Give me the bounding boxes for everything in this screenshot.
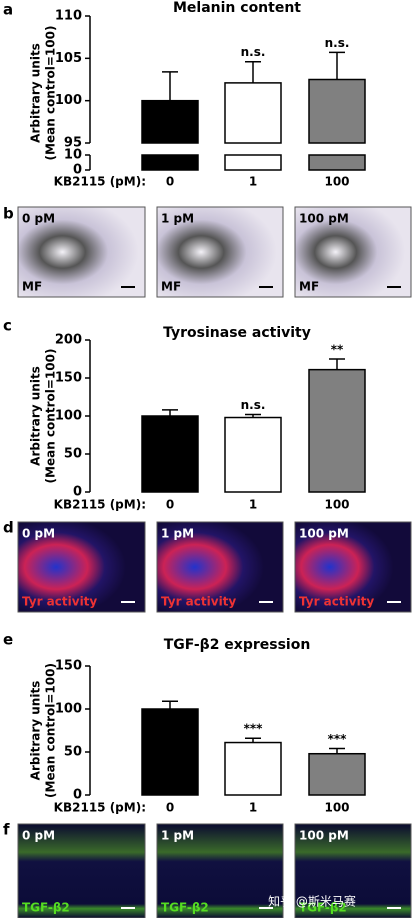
stain-label: TGF-β2 <box>299 901 347 915</box>
x-axis-label: KB2115 (pM): <box>54 175 146 189</box>
bar <box>224 154 282 171</box>
micrograph <box>156 206 284 298</box>
y-tick-label: 100 <box>55 702 82 717</box>
panel-letter: b <box>3 205 14 223</box>
micrograph <box>156 521 284 613</box>
y-tick-label: 0 <box>73 788 82 803</box>
y-axis-label: Arbitrary units <box>29 366 43 466</box>
error-bar <box>329 51 345 80</box>
watermark: 知乎 @斯米马赛 <box>268 894 356 909</box>
x-tick-label: 100 <box>324 801 349 815</box>
micrograph <box>17 521 146 613</box>
bar <box>224 416 282 493</box>
y-tick-label: 200 <box>55 333 82 348</box>
y-axis-label: Arbitrary units <box>29 681 43 781</box>
condition-label: 0 pM <box>22 829 55 843</box>
micrograph <box>156 823 284 919</box>
bar <box>141 99 199 144</box>
bar <box>308 78 366 144</box>
chart-title: TGF-β2 expression <box>164 637 311 653</box>
micrograph <box>294 521 412 613</box>
bar <box>224 741 282 796</box>
y-axis-label: (Mean control=100) <box>44 663 58 798</box>
y-tick-label: 0 <box>73 485 82 500</box>
y-tick-label: 100 <box>55 93 82 108</box>
micrograph <box>294 823 412 919</box>
error-bar <box>162 700 178 709</box>
x-tick-label: 0 <box>166 801 174 815</box>
significance-label: ** <box>331 343 344 357</box>
chart-title: Melanin content <box>173 0 301 16</box>
stain-label: Tyr activity <box>299 595 374 609</box>
y-tick-label: 150 <box>55 659 82 674</box>
micrograph <box>17 823 146 919</box>
x-tick-label: 1 <box>249 175 257 189</box>
panel-letter: c <box>3 317 12 335</box>
condition-label: 100 pM <box>299 212 349 226</box>
condition-label: 1 pM <box>161 829 194 843</box>
stain-label: MF <box>22 280 42 294</box>
y-tick-label: 10 <box>64 148 82 163</box>
error-bar <box>162 409 178 416</box>
condition-label: 0 pM <box>22 212 55 226</box>
chart-title: Tyrosinase activity <box>163 325 311 341</box>
significance-label: n.s. <box>241 398 266 412</box>
x-axis-label: KB2115 (pM): <box>54 801 146 815</box>
stain-label: MF <box>161 280 181 294</box>
y-axis-label: (Mean control=100) <box>44 26 58 161</box>
micrograph <box>294 206 412 298</box>
stain-label: Tyr activity <box>22 595 97 609</box>
stain-label: Tyr activity <box>161 595 236 609</box>
panel-letter: a <box>3 1 13 19</box>
x-tick-label: 1 <box>249 498 257 512</box>
x-axis-label: KB2115 (pM): <box>54 498 146 512</box>
y-tick-label: 105 <box>55 51 82 66</box>
panel-letter: d <box>3 519 14 537</box>
error-bar <box>329 747 345 754</box>
significance-label: n.s. <box>241 45 266 59</box>
error-bar <box>245 413 261 418</box>
y-tick-label: 50 <box>64 447 82 462</box>
bar <box>141 154 199 171</box>
error-bar <box>245 737 261 743</box>
significance-label: *** <box>244 722 264 736</box>
significance-label: *** <box>328 732 348 746</box>
x-tick-label: 0 <box>166 498 174 512</box>
condition-label: 1 pM <box>161 527 194 541</box>
y-tick-label: 95 <box>64 136 82 151</box>
stain-label: MF <box>299 280 319 294</box>
stain-label: TGF-β2 <box>22 901 70 915</box>
x-tick-label: 100 <box>324 175 349 189</box>
y-tick-label: 150 <box>55 371 82 386</box>
panel-letter: e <box>3 631 13 649</box>
x-tick-label: 100 <box>324 498 349 512</box>
micrograph <box>17 206 146 298</box>
stain-label: TGF-β2 <box>161 901 209 915</box>
y-tick-label: 110 <box>55 9 82 24</box>
significance-label: n.s. <box>325 36 350 50</box>
bar <box>141 708 199 796</box>
bar <box>308 752 366 796</box>
y-tick-label: 0 <box>73 163 82 178</box>
y-axis-label: Arbitrary units <box>29 43 43 143</box>
condition-label: 0 pM <box>22 527 55 541</box>
y-axis-label: (Mean control=100) <box>44 349 58 484</box>
bar <box>308 154 366 171</box>
bar <box>308 368 366 493</box>
error-bar <box>162 71 178 101</box>
y-tick-label: 100 <box>55 409 82 424</box>
condition-label: 100 pM <box>299 829 349 843</box>
bar <box>224 82 282 144</box>
x-tick-label: 1 <box>249 801 257 815</box>
x-tick-label: 0 <box>166 175 174 189</box>
condition-label: 100 pM <box>299 527 349 541</box>
error-bar <box>245 60 261 83</box>
panel-letter: f <box>3 821 10 839</box>
bar <box>141 415 199 493</box>
y-tick-label: 50 <box>64 745 82 760</box>
condition-label: 1 pM <box>161 212 194 226</box>
error-bar <box>329 358 345 370</box>
